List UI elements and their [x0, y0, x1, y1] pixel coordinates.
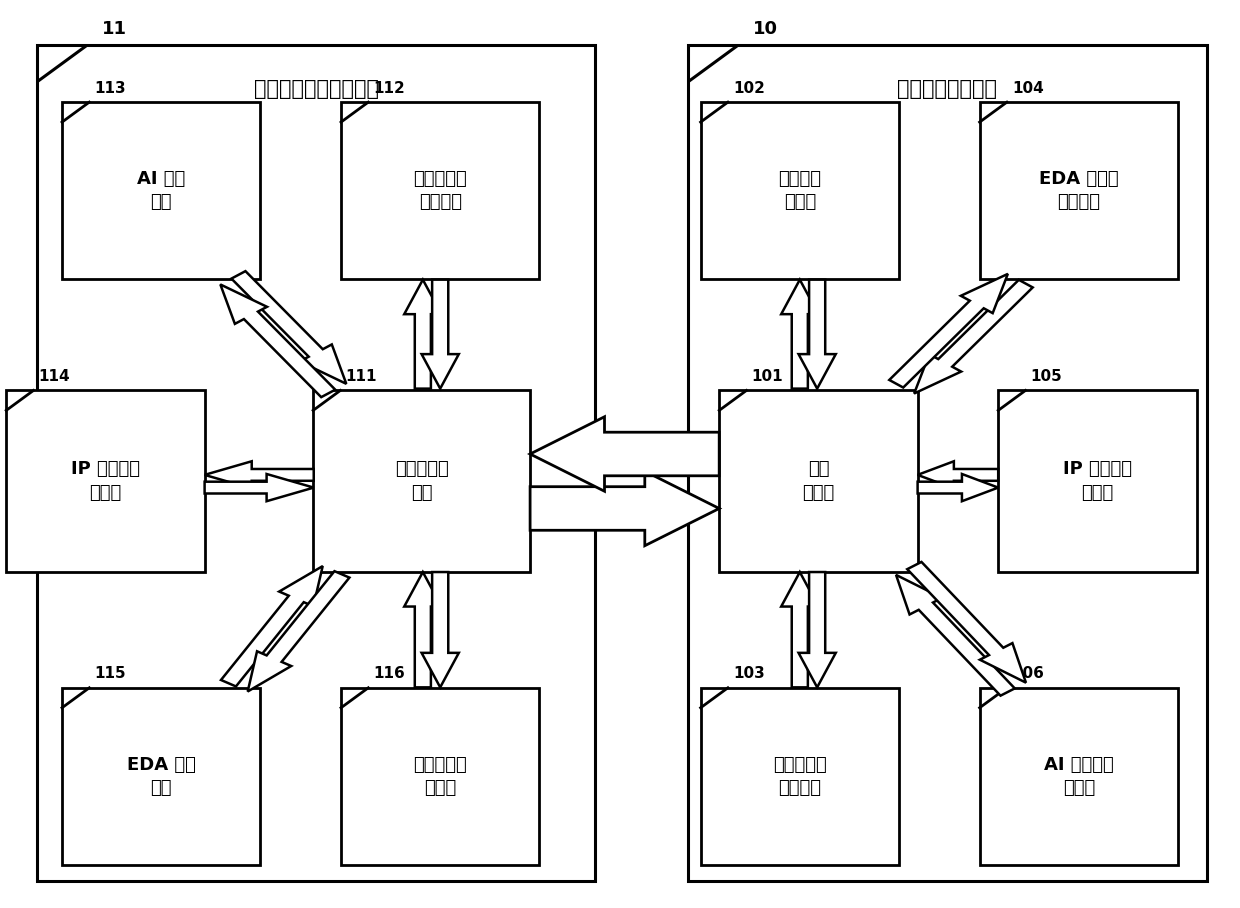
- Text: 102: 102: [733, 81, 765, 95]
- Text: 115: 115: [94, 666, 126, 681]
- Text: 云平台前端工作站: 云平台前端工作站: [898, 79, 997, 99]
- Text: 106: 106: [1012, 666, 1044, 681]
- Text: 应用服务器
集群: 应用服务器 集群: [394, 460, 449, 502]
- Text: 114: 114: [38, 369, 71, 384]
- Polygon shape: [799, 572, 836, 687]
- FancyBboxPatch shape: [688, 45, 1207, 881]
- Text: 区块链及数
据库集群: 区块链及数 据库集群: [413, 170, 467, 212]
- Polygon shape: [248, 571, 350, 692]
- Polygon shape: [422, 572, 459, 687]
- Polygon shape: [404, 280, 441, 389]
- Text: 112: 112: [373, 81, 405, 95]
- Text: 116: 116: [373, 666, 405, 681]
- Polygon shape: [781, 280, 818, 389]
- Polygon shape: [908, 562, 1025, 683]
- FancyBboxPatch shape: [37, 45, 595, 881]
- Polygon shape: [889, 274, 1008, 388]
- Polygon shape: [897, 575, 1014, 696]
- Polygon shape: [799, 280, 836, 389]
- Text: 11: 11: [102, 20, 126, 38]
- Text: EDA 工具
集群: EDA 工具 集群: [126, 755, 196, 797]
- Text: 113: 113: [94, 81, 126, 95]
- Text: 云平台后端分布式集群: 云平台后端分布式集群: [254, 79, 378, 99]
- Text: AI 模型训练
子模块: AI 模型训练 子模块: [1044, 755, 1114, 797]
- FancyBboxPatch shape: [980, 688, 1178, 864]
- FancyBboxPatch shape: [341, 688, 539, 864]
- FancyBboxPatch shape: [701, 688, 899, 864]
- FancyBboxPatch shape: [701, 103, 899, 280]
- Text: EDA 工具使
用子模块: EDA 工具使 用子模块: [1039, 170, 1118, 212]
- Polygon shape: [531, 417, 719, 491]
- FancyBboxPatch shape: [62, 103, 260, 280]
- Text: 103: 103: [733, 666, 765, 681]
- Text: IP 加解密服
务集群: IP 加解密服 务集群: [71, 460, 140, 502]
- FancyBboxPatch shape: [341, 103, 539, 280]
- Text: 网络
服务器: 网络 服务器: [802, 460, 835, 502]
- Polygon shape: [531, 471, 719, 546]
- Text: AI 计算
集群: AI 计算 集群: [138, 170, 185, 212]
- Polygon shape: [205, 461, 314, 489]
- Polygon shape: [205, 474, 314, 501]
- Polygon shape: [221, 566, 322, 686]
- FancyBboxPatch shape: [62, 688, 260, 864]
- Text: 项目协同工
作子模块: 项目协同工 作子模块: [773, 755, 827, 797]
- Polygon shape: [232, 271, 346, 384]
- Text: 104: 104: [1012, 81, 1044, 95]
- FancyBboxPatch shape: [719, 390, 918, 572]
- Polygon shape: [918, 474, 998, 501]
- FancyBboxPatch shape: [998, 390, 1197, 572]
- Text: 105: 105: [1030, 369, 1063, 384]
- Text: 项目文件仓
库集群: 项目文件仓 库集群: [413, 755, 467, 797]
- Text: IP 授权使用
子模块: IP 授权使用 子模块: [1063, 460, 1132, 502]
- Polygon shape: [914, 280, 1033, 393]
- Text: 111: 111: [346, 369, 377, 384]
- FancyBboxPatch shape: [314, 390, 531, 572]
- Polygon shape: [918, 461, 998, 489]
- Polygon shape: [781, 572, 818, 687]
- FancyBboxPatch shape: [980, 103, 1178, 280]
- Polygon shape: [221, 284, 335, 397]
- Polygon shape: [422, 280, 459, 389]
- Text: 项目管理
子模块: 项目管理 子模块: [779, 170, 821, 212]
- FancyBboxPatch shape: [6, 390, 205, 572]
- Polygon shape: [404, 572, 441, 687]
- Text: 101: 101: [751, 369, 784, 384]
- Text: 10: 10: [753, 20, 777, 38]
